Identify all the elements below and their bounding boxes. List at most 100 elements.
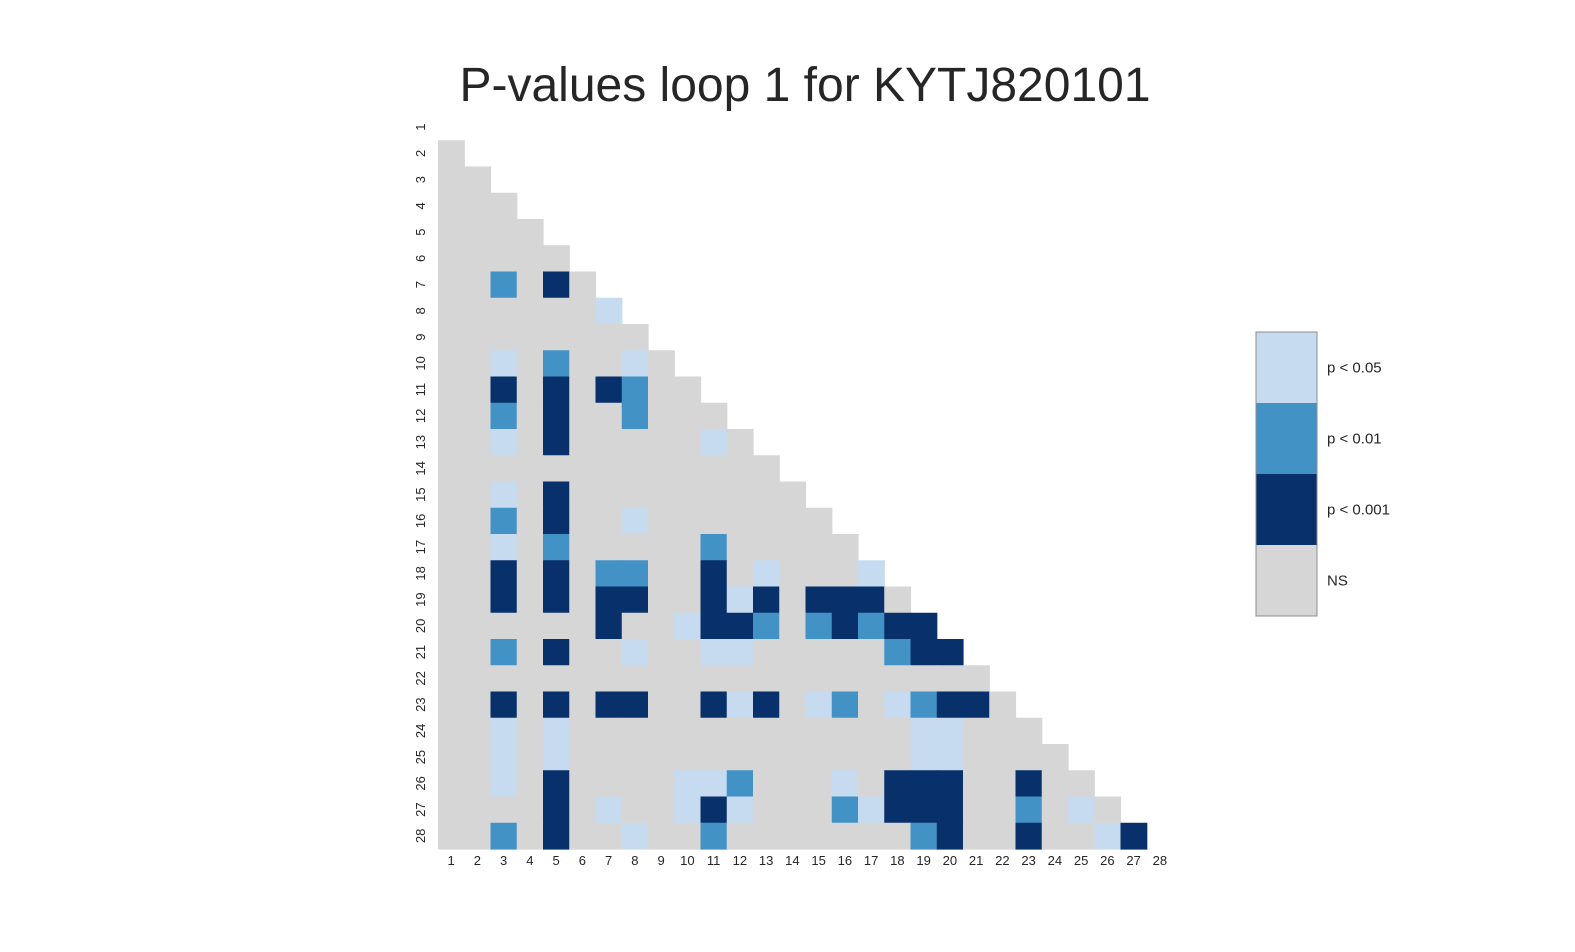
heatmap-cell-r22-c15 xyxy=(805,665,833,693)
heatmap-cell-r19-c10 xyxy=(674,586,702,614)
heatmap-cell-r14-c1 xyxy=(438,455,465,483)
heatmap-cell-r7-c4 xyxy=(516,271,544,299)
heatmap-cell-r26-c6 xyxy=(569,770,597,798)
heatmap-cell-r20-c7 xyxy=(595,612,623,640)
heatmap-cell-r26-c16 xyxy=(831,770,859,798)
heatmap-cell-r22-c2 xyxy=(464,665,492,693)
heatmap-cell-r24-c16 xyxy=(831,717,859,745)
heatmap-cell-r19-c6 xyxy=(569,586,597,614)
heatmap-cell-r25-c3 xyxy=(490,744,518,771)
heatmap-cell-r7-c3 xyxy=(490,271,518,299)
heatmap-cell-r8-c4 xyxy=(516,297,544,325)
y-tick-label: 4 xyxy=(413,202,428,209)
heatmap-cell-r10-c9 xyxy=(648,350,675,378)
x-tick-label: 3 xyxy=(500,853,507,868)
y-tick-label: 3 xyxy=(413,176,428,183)
heatmap-cell-r27-c17 xyxy=(858,796,885,824)
heatmap-cell-r27-c14 xyxy=(779,796,807,824)
heatmap-cell-r9-c6 xyxy=(569,324,597,351)
heatmap-cell-r7-c1 xyxy=(438,271,465,299)
heatmap-cell-r25-c8 xyxy=(621,744,649,771)
y-tick-label: 17 xyxy=(413,540,428,554)
heatmap-cell-r27-c8 xyxy=(621,796,649,824)
heatmap-cell-r26-c2 xyxy=(464,770,492,798)
heatmap-cell-r9-c7 xyxy=(595,324,623,351)
heatmap-cell-r25-c10 xyxy=(674,744,702,771)
y-tick-label: 19 xyxy=(413,592,428,606)
heatmap-cell-r23-c11 xyxy=(700,691,728,719)
heatmap-cell-r10-c6 xyxy=(569,350,597,378)
heatmap-cell-r15-c14 xyxy=(779,481,807,509)
y-tick-label: 12 xyxy=(413,409,428,423)
legend-label: NS xyxy=(1327,573,1348,590)
heatmap-cell-r16-c7 xyxy=(595,507,623,535)
heatmap-cell-r25-c23 xyxy=(1015,744,1043,771)
x-tick-label: 20 xyxy=(943,853,957,868)
heatmap-cell-r28-c16 xyxy=(831,822,859,850)
y-tick-label: 25 xyxy=(413,750,428,764)
heatmap-cell-r14-c6 xyxy=(569,455,597,483)
heatmap-cell-r6-c3 xyxy=(490,245,518,273)
heatmap-cell-r14-c10 xyxy=(674,455,702,483)
heatmap-cell-r13-c11 xyxy=(700,429,728,456)
heatmap-cell-r21-c2 xyxy=(464,639,492,666)
heatmap-cell-r13-c8 xyxy=(621,429,649,456)
heatmap-cell-r27-c9 xyxy=(648,796,675,824)
heatmap-cell-r25-c7 xyxy=(595,744,623,771)
x-axis-ticks: 1 2 3 4 5 6 7 8 9 10 11 12 13 14 15 16 17 18 19 20 21 22 23 24 2… xyxy=(448,853,1168,868)
heatmap-cell-r20-c14 xyxy=(779,612,807,640)
heatmap-cell-r24-c5 xyxy=(543,717,570,745)
heatmap-cell-r23-c19 xyxy=(910,691,938,719)
heatmap-cell-r27-c11 xyxy=(700,796,728,824)
heatmap-cell-r22-c6 xyxy=(569,665,597,693)
heatmap-cell-r25-c1 xyxy=(438,744,465,771)
heatmap-cell-r28-c15 xyxy=(805,822,833,850)
heatmap-cell-r4-c2 xyxy=(464,192,492,220)
heatmap-cell-r25-c4 xyxy=(516,744,544,771)
heatmap-cell-r26-c11 xyxy=(700,770,728,798)
heatmap-cell-r19-c11 xyxy=(700,586,728,614)
heatmap-cell-r23-c10 xyxy=(674,691,702,719)
heatmap-cell-r26-c9 xyxy=(648,770,675,798)
heatmap-cell-r18-c9 xyxy=(648,560,675,588)
heatmap-cell-r18-c13 xyxy=(753,560,780,588)
y-tick-label: 23 xyxy=(413,697,428,711)
heatmap-cell-r22-c4 xyxy=(516,665,544,693)
x-tick-label: 10 xyxy=(680,853,694,868)
heatmap-cell-r26-c10 xyxy=(674,770,702,798)
x-tick-label: 25 xyxy=(1074,853,1088,868)
heatmap-cell-r11-c5 xyxy=(543,376,570,404)
heatmap-cell-r10-c3 xyxy=(490,350,518,378)
heatmap-cell-r8-c3 xyxy=(490,297,518,325)
heatmap-cell-r12-c8 xyxy=(621,402,649,430)
x-tick-label: 1 xyxy=(448,853,455,868)
heatmap-cell-r22-c7 xyxy=(595,665,623,693)
heatmap-cell-r27-c6 xyxy=(569,796,597,824)
heatmap-cell-r26-c21 xyxy=(963,770,990,798)
heatmap-cell-r16-c2 xyxy=(464,507,492,535)
heatmap-cell-r7-c5 xyxy=(543,271,570,299)
heatmap-cell-r28-c26 xyxy=(1094,822,1122,850)
heatmap-cell-r26-c3 xyxy=(490,770,518,798)
heatmap-cell-r23-c7 xyxy=(595,691,623,719)
heatmap-cell-r21-c6 xyxy=(569,639,597,666)
heatmap-cell-r17-c12 xyxy=(726,534,754,561)
heatmap-cell-r21-c15 xyxy=(805,639,833,666)
heatmap-cell-r27-c18 xyxy=(884,796,912,824)
heatmap-cell-r8-c7 xyxy=(595,297,623,325)
x-tick-label: 22 xyxy=(995,853,1009,868)
heatmap-cell-r13-c2 xyxy=(464,429,492,456)
heatmap-cell-r25-c16 xyxy=(831,744,859,771)
heatmap-cell-r12-c4 xyxy=(516,402,544,430)
heatmap-cell-r23-c5 xyxy=(543,691,570,719)
heatmap-cell-r12-c11 xyxy=(700,402,728,430)
heatmap-cell-r14-c12 xyxy=(726,455,754,483)
heatmap-cell-r21-c17 xyxy=(858,639,885,666)
x-tick-label: 21 xyxy=(969,853,983,868)
heatmap-cell-r20-c16 xyxy=(831,612,859,640)
heatmap-cell-r23-c1 xyxy=(438,691,465,719)
heatmap-cell-r24-c6 xyxy=(569,717,597,745)
heatmap-cell-r10-c5 xyxy=(543,350,570,378)
y-tick-label: 13 xyxy=(413,435,428,449)
